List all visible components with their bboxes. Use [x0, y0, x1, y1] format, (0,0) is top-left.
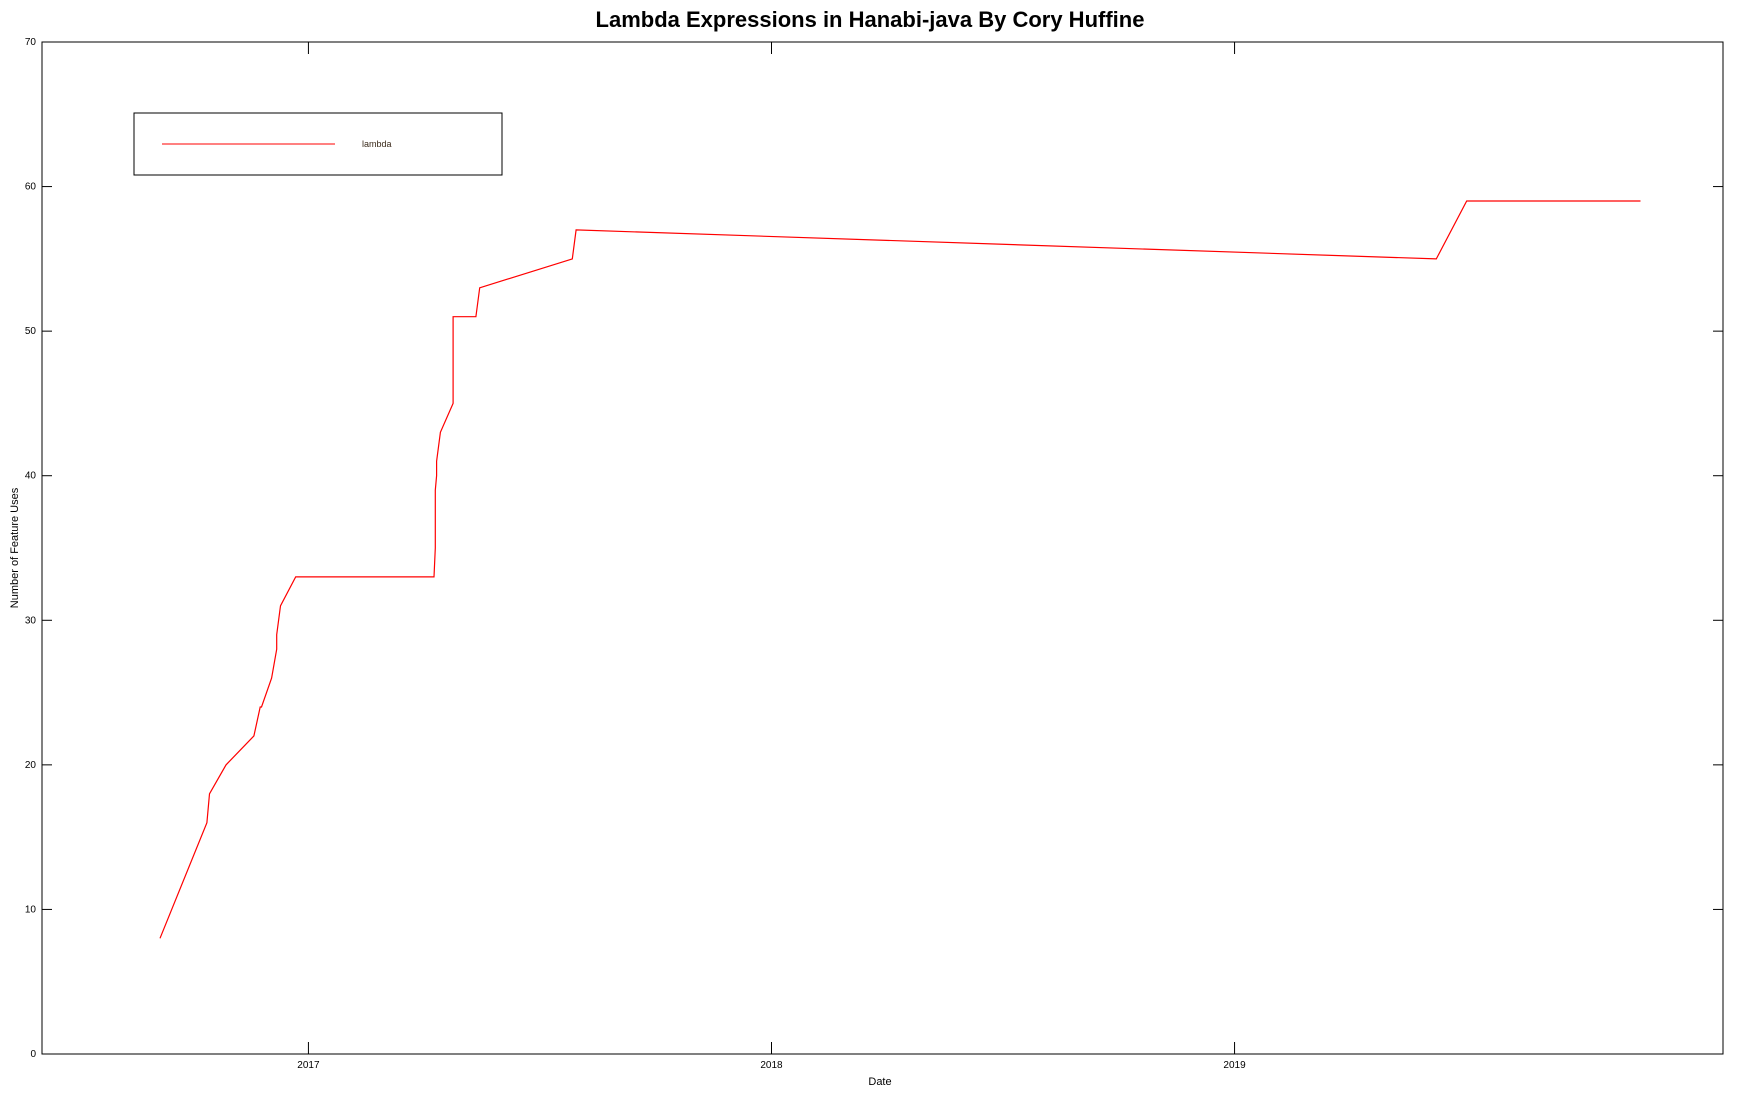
y-tick-label: 30	[25, 615, 37, 626]
series-layer	[159, 200, 1641, 939]
y-tick-label: 70	[25, 37, 37, 48]
x-tick-label: 2019	[1223, 1060, 1246, 1071]
y-axis: 0 10 20 30 40 50 60 70	[25, 37, 1723, 1060]
y-tick-label: 50	[25, 326, 37, 337]
legend-label-lambda: lambda	[362, 139, 392, 149]
legend: lambda	[133, 112, 503, 176]
plot-area-frame	[41, 41, 1724, 1055]
y-tick-label: 60	[25, 182, 37, 193]
y-tick-label: 0	[30, 1049, 36, 1060]
series-line-lambda	[159, 200, 1641, 939]
y-axis-label: Number of Feature Uses	[9, 487, 21, 608]
x-axis-label: Date	[868, 1076, 891, 1088]
x-tick-label: 2018	[760, 1060, 783, 1071]
x-axis: 2017 2018 2019	[297, 42, 1246, 1071]
chart-title: Lambda Expressions in Hanabi-java By Cor…	[596, 7, 1145, 32]
y-tick-label: 20	[25, 760, 37, 771]
y-tick-label: 40	[25, 471, 37, 482]
y-tick-label: 10	[25, 904, 37, 915]
x-tick-label: 2017	[297, 1060, 320, 1071]
